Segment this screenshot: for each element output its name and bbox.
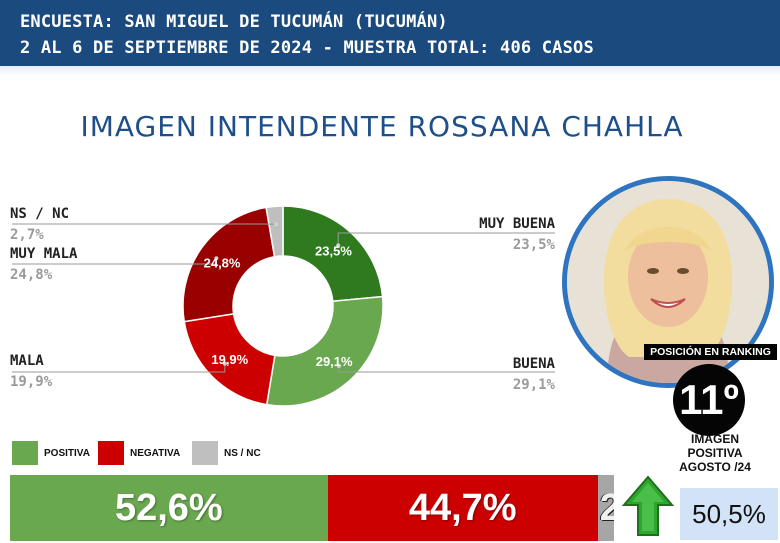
survey-title: ENCUESTA: SAN MIGUEL DE TUCUMÁN (TUCUMÁN…: [20, 12, 448, 32]
summary-segment-ns-nc: 2,7%: [597, 475, 614, 541]
legend-text-negativa: NEGATIVA: [130, 447, 181, 459]
slice-value-buena: 29,1%: [512, 377, 555, 393]
slice-label-mala: MALA: [10, 353, 44, 369]
donut-data-label: 19,9%: [211, 352, 248, 367]
leader-line: [12, 363, 226, 373]
legend-swatch-ns-nc: [192, 441, 218, 465]
slice-label-buena: BUENA: [512, 356, 555, 372]
legend-ns-nc: NS / NC: [192, 441, 261, 465]
legend-swatch-negativa: [98, 441, 124, 465]
donut-slice-muy-buena: [282, 205, 384, 303]
survey-header: ENCUESTA: SAN MIGUEL DE TUCUMÁN (TUCUMÁN…: [0, 0, 780, 66]
slice-value-muy-mala: 24,8%: [10, 267, 53, 283]
donut-slice-muy-mala: [182, 206, 276, 323]
header-band: [0, 66, 780, 76]
summary-segment-positiva: 52,6%: [10, 475, 328, 541]
leader-dot: [222, 361, 227, 366]
legend-negativa: NEGATIVA: [98, 441, 180, 465]
portrait-illustration: [567, 181, 769, 383]
leader-dot: [274, 222, 279, 227]
donut-data-label: 23,5%: [315, 244, 352, 259]
legend-swatch-positiva: [12, 441, 38, 465]
slice-value-muy-buena: 23,5%: [512, 237, 555, 253]
leader-dot: [336, 363, 341, 368]
slice-label-muy-mala: MUY MALA: [10, 246, 78, 262]
donut-slice-mala: [183, 312, 276, 406]
legend-text-positiva: POSITIVA: [44, 447, 90, 459]
slice-label-muy-buena: MUY BUENA: [479, 216, 555, 232]
donut-slice-ns-nc: [265, 205, 284, 258]
leader-dot: [336, 243, 341, 248]
slice-label-ns-nc: NS / NC: [10, 206, 70, 222]
leader-dot: [214, 256, 219, 261]
summary-bar: 52,6% 44,7% 2,7%: [10, 475, 614, 541]
leader-line: [338, 365, 555, 373]
leader-line: [337, 232, 555, 246]
previous-positive-label: IMAGEN POSITIVA AGOSTO /24: [679, 432, 751, 474]
donut-data-label: 29,1%: [316, 354, 353, 369]
donut-data-label: 24,8%: [204, 255, 241, 270]
slice-value-mala: 19,9%: [10, 374, 53, 390]
legend-text-ns-nc: NS / NC: [224, 447, 261, 459]
legend-positiva: POSITIVA: [12, 441, 90, 465]
donut-slice-buena: [265, 295, 384, 407]
previous-positive-value: 50,5%: [680, 488, 778, 540]
slice-value-ns-nc: 2,7%: [10, 227, 44, 243]
trend-up-arrow-icon: [622, 475, 674, 536]
candidate-photo: [562, 176, 774, 388]
survey-subtitle: 2 AL 6 DE SEPTIEMBRE DE 2024 - MUESTRA T…: [20, 38, 594, 58]
ranking-position: 11º: [673, 364, 745, 436]
chart-title: IMAGEN INTENDENTE ROSSANA CHAHLA: [80, 110, 684, 143]
summary-segment-negativa: 44,7%: [327, 475, 598, 541]
ranking-label: POSICIÓN EN RANKING: [644, 344, 777, 360]
